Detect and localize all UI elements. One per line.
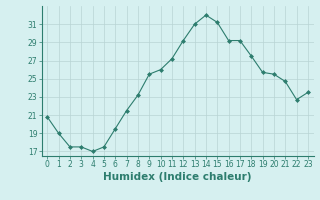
X-axis label: Humidex (Indice chaleur): Humidex (Indice chaleur) — [103, 172, 252, 182]
